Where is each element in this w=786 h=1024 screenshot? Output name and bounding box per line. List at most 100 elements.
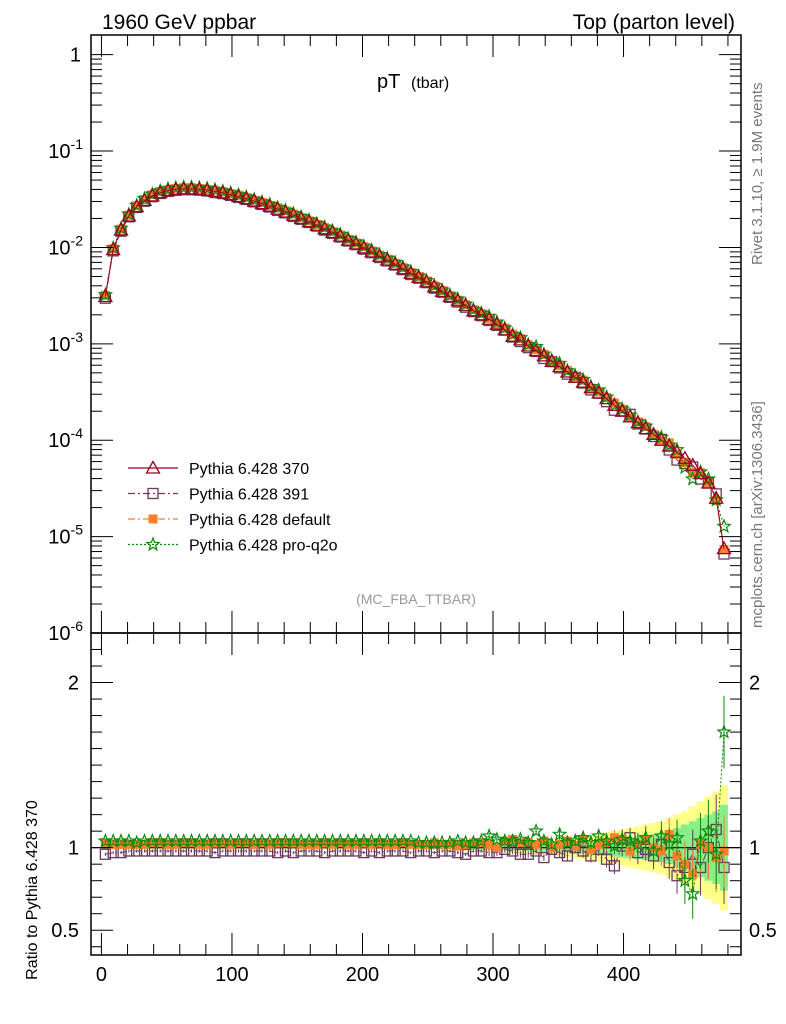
- ratio-marker: [716, 723, 732, 739]
- ratio-marker: [512, 831, 529, 847]
- main-marker: [638, 420, 654, 435]
- ratio-marker: [373, 846, 386, 859]
- main-marker: [147, 190, 157, 200]
- main-series-pythia-6-428-370: [97, 181, 732, 555]
- main-marker: [418, 273, 435, 288]
- main-marker: [199, 182, 215, 196]
- main-marker: [602, 392, 612, 402]
- main-marker: [254, 195, 270, 210]
- main-marker: [614, 403, 630, 417]
- main-marker: [567, 369, 583, 383]
- main-marker: [716, 540, 732, 555]
- ratio-marker: [520, 834, 537, 850]
- ratio-line: [105, 732, 725, 896]
- main-marker: [183, 181, 200, 195]
- ratio-marker: [561, 850, 574, 862]
- main-marker: [468, 305, 478, 315]
- ratio-line: [105, 827, 725, 877]
- x-tick-label: 200: [346, 964, 379, 986]
- ratio-marker: [684, 885, 701, 901]
- ratio-marker: [128, 834, 145, 850]
- ratio-marker: [528, 823, 544, 838]
- main-marker: [512, 332, 529, 346]
- ratio-marker: [559, 834, 576, 850]
- main-marker: [309, 217, 325, 231]
- main-marker: [656, 436, 666, 446]
- legend-label: Pythia 6.428 370: [189, 461, 309, 478]
- ratio-marker: [506, 845, 519, 857]
- main-marker: [277, 204, 294, 218]
- legend-label: Pythia 6.428 pro-q2o: [189, 538, 338, 555]
- main-marker: [515, 334, 525, 344]
- main-marker: [395, 259, 411, 274]
- main-marker: [359, 242, 369, 252]
- main-marker: [504, 328, 521, 342]
- main-marker: [233, 190, 243, 200]
- ratio-marker: [677, 872, 693, 888]
- main-marker: [489, 313, 505, 329]
- main-marker: [304, 216, 314, 226]
- title-sub: (tbar): [411, 75, 449, 92]
- main-marker: [97, 288, 113, 303]
- main-marker: [171, 184, 181, 194]
- y-tick-label-left: 1: [68, 838, 79, 860]
- main-marker: [395, 261, 411, 275]
- main-marker: [121, 208, 137, 222]
- main-marker: [105, 241, 121, 256]
- main-marker: [402, 263, 419, 279]
- ratio-marker: [653, 827, 670, 843]
- main-marker: [343, 234, 353, 244]
- main-marker: [194, 183, 204, 193]
- title-main: pT: [377, 71, 400, 93]
- main-marker: [113, 222, 129, 236]
- ratio-marker: [428, 846, 440, 859]
- ratio-marker: [590, 827, 607, 843]
- main-marker: [567, 367, 584, 383]
- main-marker: [418, 272, 435, 288]
- main-marker: [664, 438, 674, 448]
- main-marker: [351, 238, 361, 248]
- main-marker: [367, 246, 377, 256]
- y-tick-label-right: 2: [749, 673, 760, 695]
- ratio-marker: [598, 832, 615, 848]
- main-marker: [606, 397, 623, 412]
- ratio-marker: [531, 839, 541, 849]
- ratio-marker: [719, 846, 729, 856]
- header-right: Top (parton level): [573, 11, 735, 34]
- main-marker: [238, 190, 254, 205]
- main-marker: [476, 309, 486, 319]
- legend-marker: [148, 514, 158, 524]
- ratio-marker: [489, 831, 505, 847]
- main-marker: [246, 193, 262, 207]
- main-marker: [390, 258, 400, 268]
- main-marker: [202, 184, 212, 194]
- ratio-marker: [522, 848, 534, 860]
- main-marker: [230, 188, 247, 203]
- rivet-label: Rivet 3.1.10, ≥ 1.9M events: [749, 83, 766, 266]
- main-y-axis: 1 10-1 10-2 10-3 10-4 10-5 10-6: [48, 45, 741, 645]
- main-marker: [583, 379, 599, 394]
- main-marker: [622, 408, 638, 423]
- y-tick-label-left: 2: [68, 673, 79, 695]
- main-marker: [301, 213, 317, 228]
- main-marker: [481, 311, 497, 325]
- x-tick-label: 0: [96, 964, 107, 986]
- main-marker: [340, 232, 356, 246]
- main-marker: [551, 358, 568, 373]
- main-marker: [296, 213, 306, 223]
- main-marker: [708, 490, 724, 504]
- main-marker: [364, 244, 380, 258]
- main-marker: [630, 413, 646, 429]
- main-marker: [497, 321, 513, 336]
- main-marker: [536, 345, 552, 361]
- legend-label: Pythia 6.428 default: [189, 512, 331, 529]
- ratio-marker: [514, 848, 527, 860]
- main-marker: [265, 200, 275, 210]
- main-marker: [191, 179, 208, 195]
- ratio-marker: [271, 846, 284, 859]
- main-marker: [562, 365, 572, 375]
- ratio-frame: [90, 632, 742, 956]
- y-tick-label: 10-3: [48, 329, 83, 356]
- ratio-marker: [504, 832, 521, 848]
